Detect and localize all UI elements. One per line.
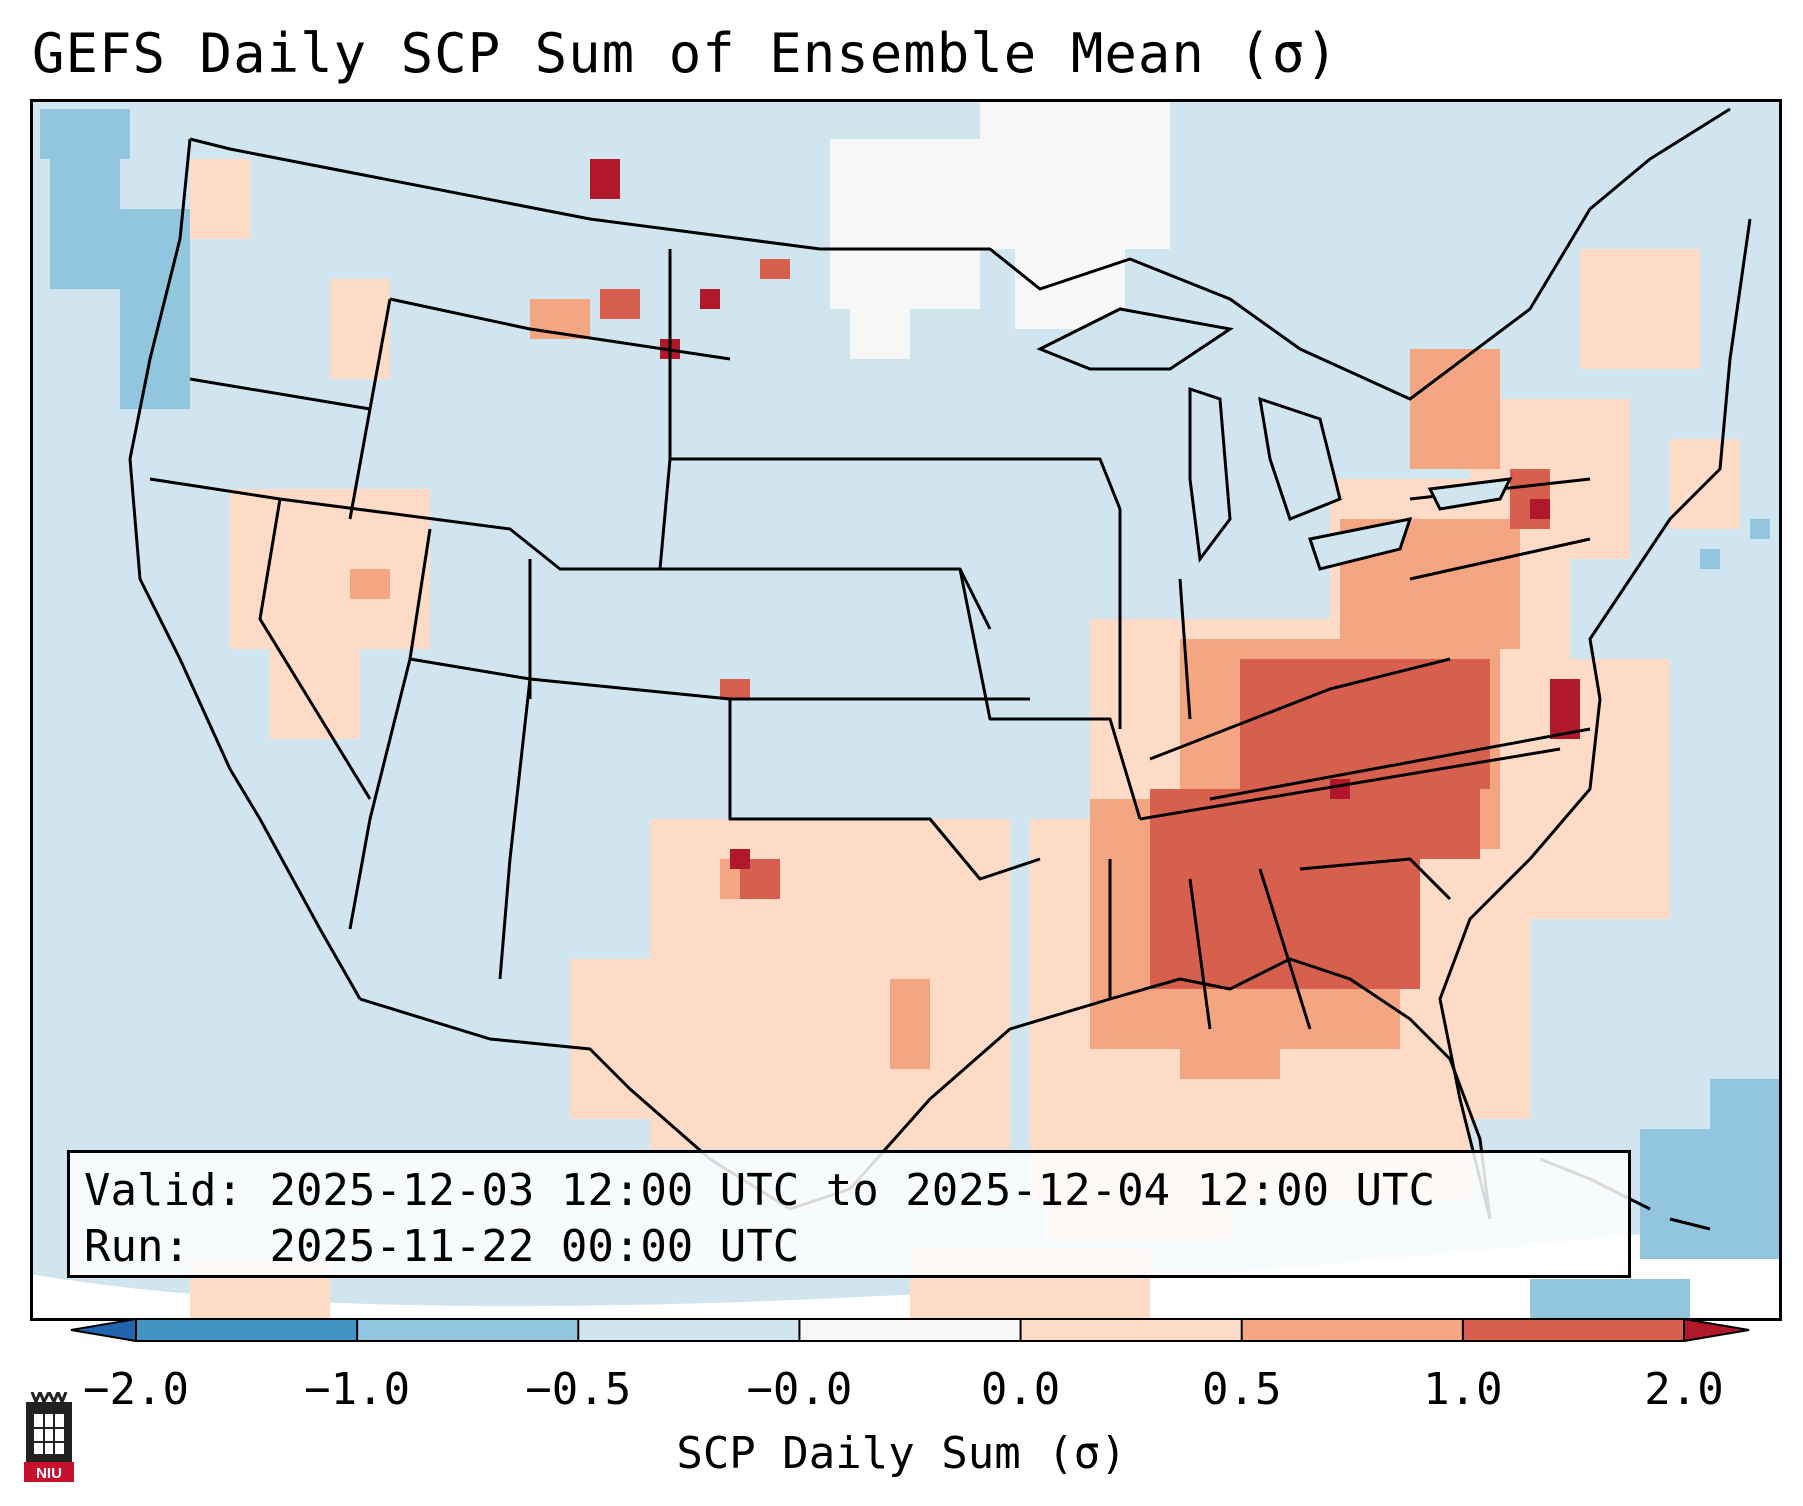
west-coast bbox=[128, 138, 362, 1000]
state-line-nm bbox=[498, 678, 532, 980]
state-line-ca-nv bbox=[258, 498, 372, 800]
lake-huron bbox=[1258, 396, 1342, 521]
colorbar-segment bbox=[136, 1318, 358, 1342]
valid-value: 2025-12-03 12:00 UTC to 2025-12-04 12:00… bbox=[269, 1165, 1436, 1216]
state-line-ga-sc bbox=[1299, 857, 1452, 901]
great-lakes bbox=[1036, 307, 1513, 571]
neutral-patches bbox=[830, 99, 1170, 359]
state-line-mn-ia bbox=[950, 457, 1122, 510]
chart-title: GEFS Daily SCP Sum of Ensemble Mean (σ) bbox=[32, 22, 1339, 85]
colorbar-tick-label: 1.0 bbox=[1423, 1364, 1503, 1415]
state-line-al-ga bbox=[1258, 868, 1312, 1030]
state-line-pa bbox=[1409, 537, 1591, 581]
extreme-positive-patches bbox=[590, 159, 1580, 869]
projection-edge bbox=[30, 1219, 1782, 1321]
colorbar-segment bbox=[357, 1318, 579, 1342]
state-line-mt-wy bbox=[389, 297, 731, 361]
run-value: 2025-11-22 00:00 UTC bbox=[269, 1221, 800, 1272]
state-line-mo bbox=[958, 568, 1142, 820]
state-line-tn bbox=[1139, 747, 1561, 821]
lake-superior bbox=[1036, 307, 1234, 371]
us-canada-border bbox=[189, 107, 1731, 401]
colorbar-segment bbox=[578, 1318, 800, 1342]
colorbar-extend-low bbox=[70, 1318, 136, 1342]
state-line-oh-in bbox=[1178, 578, 1192, 720]
state-line-va-nc bbox=[1209, 727, 1591, 801]
colorbar-segment bbox=[1462, 1318, 1685, 1342]
state-line-id bbox=[348, 408, 372, 520]
boundaries bbox=[128, 107, 1752, 1220]
colorbar-tick-label: 0.5 bbox=[1201, 1364, 1282, 1415]
valid-line: Valid: 2025-12-03 12:00 UTC to 2025-12-0… bbox=[84, 1163, 1614, 1219]
state-line-ne-ks bbox=[658, 458, 672, 570]
lake-erie bbox=[1308, 517, 1413, 571]
logo-text: NIU bbox=[36, 1465, 62, 1482]
run-line: Run: 2025-11-22 00:00 UTC bbox=[84, 1219, 1614, 1275]
colorbar-segment bbox=[1241, 1318, 1464, 1342]
state-line-ms-al bbox=[1188, 878, 1212, 1030]
run-label: Run: bbox=[84, 1221, 190, 1272]
state-line-tx-ok bbox=[728, 699, 1041, 881]
colorbar-tick-label: −0.5 bbox=[525, 1364, 632, 1415]
colorbar-segment bbox=[1020, 1318, 1243, 1342]
colorbar-tick-label: 0.0 bbox=[980, 1364, 1061, 1415]
state-line-az bbox=[348, 658, 412, 930]
colorbar bbox=[70, 1318, 1750, 1342]
state-line-ky bbox=[1149, 657, 1451, 761]
negative-patches bbox=[40, 109, 1782, 1321]
colorbar-tick-label: 2.0 bbox=[1644, 1364, 1724, 1415]
scp-map bbox=[30, 99, 1782, 1321]
valid-label: Valid: bbox=[84, 1165, 243, 1216]
valid-run-box: Valid: 2025-12-03 12:00 UTC to 2025-12-0… bbox=[67, 1150, 1631, 1278]
lake-ontario bbox=[1427, 477, 1513, 511]
lake-michigan bbox=[1188, 386, 1232, 563]
colorbar-tick-label: −0.0 bbox=[746, 1364, 853, 1415]
colorbar-tick-label: −2.0 bbox=[83, 1364, 189, 1415]
state-line-nw bbox=[149, 477, 710, 571]
colorbar-tick-label: −1.0 bbox=[304, 1364, 411, 1415]
colorbar-label: SCP Daily Sum (σ) bbox=[676, 1428, 1127, 1479]
east-coast bbox=[1438, 218, 1752, 1220]
colorbar-extend-high bbox=[1684, 1318, 1750, 1342]
niu-logo: NIU bbox=[24, 1392, 74, 1482]
colorbar-segment bbox=[799, 1318, 1022, 1342]
state-line-ut bbox=[408, 528, 432, 660]
